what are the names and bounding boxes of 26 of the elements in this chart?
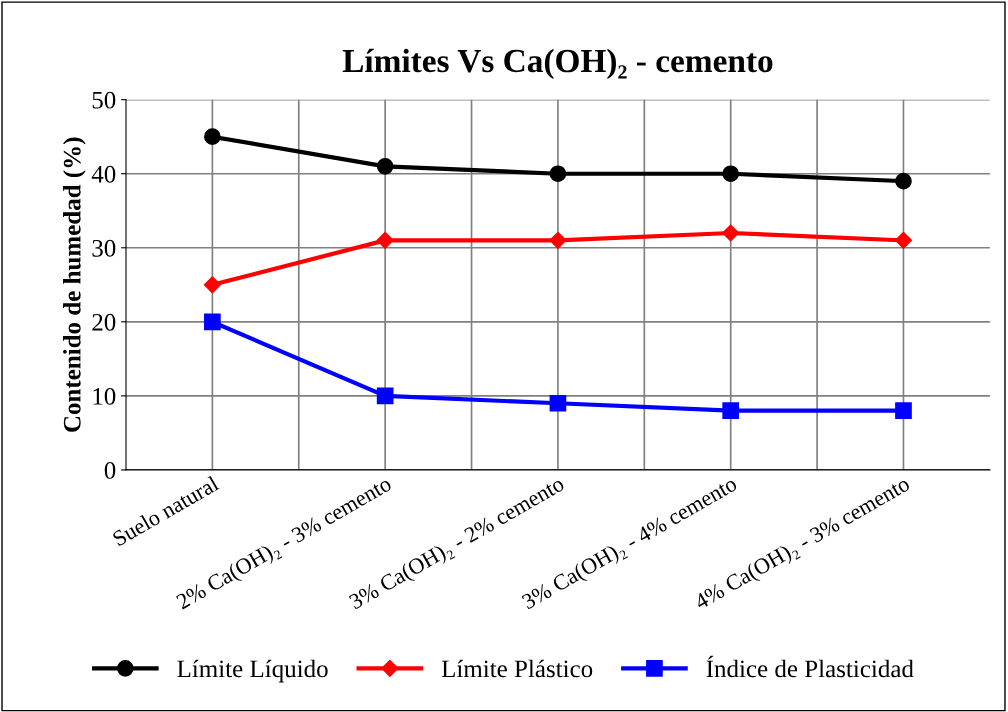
point bbox=[376, 387, 394, 405]
point bbox=[722, 402, 740, 420]
point bbox=[895, 402, 912, 420]
point bbox=[376, 231, 394, 249]
point bbox=[204, 128, 221, 146]
chart-title: Límites Vs Ca(OH)₂ - cemento bbox=[342, 48, 773, 79]
point bbox=[722, 165, 740, 183]
y-tick-label: 40 bbox=[91, 165, 116, 183]
y-tick-label: 0 bbox=[104, 461, 116, 479]
legend-label: Límite Líquido bbox=[177, 659, 328, 683]
point bbox=[894, 231, 913, 249]
point bbox=[376, 157, 394, 175]
y-tick-label: 20 bbox=[92, 313, 116, 331]
point bbox=[549, 165, 567, 183]
legend-label: Índice de Plasticidad bbox=[706, 655, 914, 678]
point bbox=[549, 394, 567, 412]
point bbox=[204, 313, 221, 331]
legend-label: Límite Plástico bbox=[441, 659, 593, 678]
point bbox=[722, 224, 740, 242]
y-tick-label: 30 bbox=[92, 239, 116, 257]
point bbox=[549, 231, 567, 249]
point bbox=[895, 172, 912, 190]
y-tick-label: 10 bbox=[93, 387, 116, 405]
y-tick-label: 50 bbox=[92, 91, 116, 109]
y-axis-title: Contenido de humedad (%) bbox=[63, 137, 86, 432]
point bbox=[203, 276, 221, 294]
